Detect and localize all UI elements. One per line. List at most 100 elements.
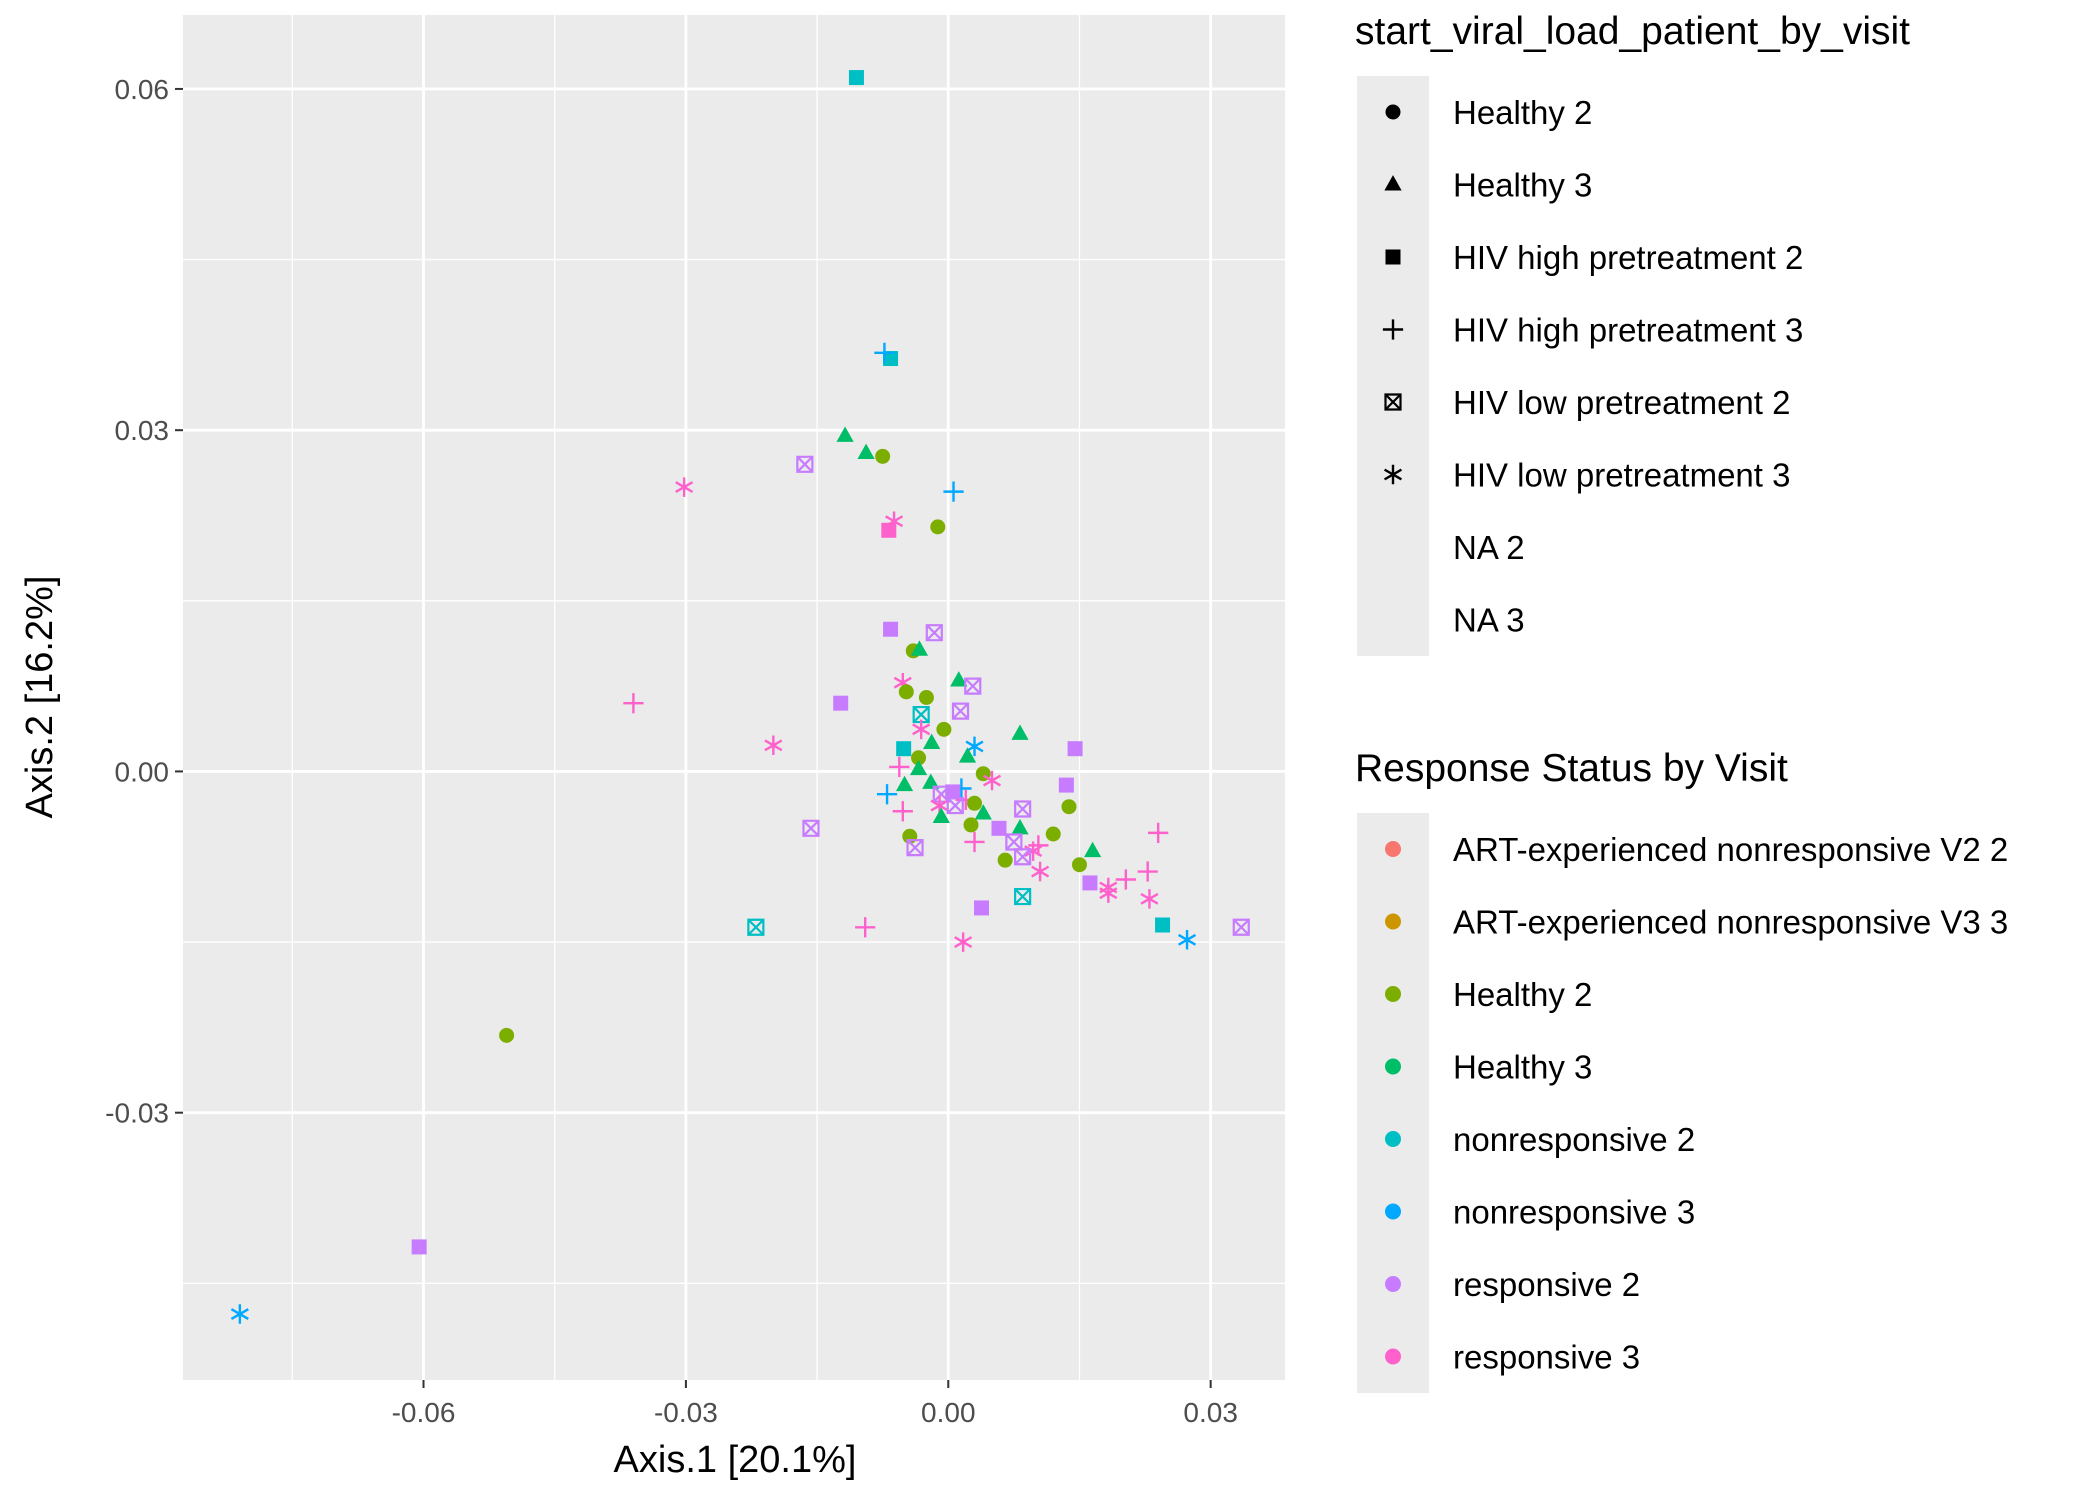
data-point xyxy=(1140,889,1159,909)
x-axis-ticks: -0.06 -0.03 0.00 0.03 xyxy=(392,1380,1238,1428)
y-tick-label: 0.06 xyxy=(115,74,170,105)
data-point xyxy=(1083,841,1102,858)
data-point xyxy=(883,621,899,637)
data-point xyxy=(857,443,875,459)
data-point xyxy=(1155,917,1171,933)
data-point xyxy=(875,448,891,464)
plot-panel xyxy=(183,15,1285,1380)
x-tick-label: -0.03 xyxy=(654,1397,718,1428)
shape-legend-label: Healthy 3 xyxy=(1453,167,1592,204)
data-point xyxy=(951,702,970,720)
data-point xyxy=(1058,777,1074,793)
data-point xyxy=(906,839,924,857)
data-point xyxy=(1011,724,1029,740)
shape-legend-label: Healthy 2 xyxy=(1453,94,1592,131)
data-point xyxy=(881,522,897,538)
legend-key-star-icon xyxy=(1383,464,1403,485)
data-point xyxy=(802,819,820,837)
shape-legend-keys-background xyxy=(1357,76,1429,656)
color-legend-keys-background xyxy=(1357,813,1429,1393)
data-point xyxy=(747,918,765,936)
data-point xyxy=(1024,841,1043,861)
color-legend-label: nonresponsive 3 xyxy=(1453,1194,1695,1231)
data-point xyxy=(965,736,984,757)
data-point xyxy=(997,852,1013,868)
data-point xyxy=(1148,822,1169,843)
color-legend-label: ART-experienced nonresponsive V2 2 xyxy=(1453,831,2008,868)
legend-color-key xyxy=(1385,1348,1401,1365)
data-point xyxy=(895,775,914,792)
data-point xyxy=(1232,918,1250,936)
color-legend-label: responsive 3 xyxy=(1453,1339,1640,1376)
data-point xyxy=(848,70,864,86)
legend-color-key xyxy=(1385,1276,1401,1292)
data-point xyxy=(1028,835,1049,856)
data-point xyxy=(991,820,1007,836)
data-point xyxy=(912,705,930,724)
legend-key-square-icon xyxy=(1385,249,1401,265)
data-points xyxy=(230,70,1250,1324)
data-point xyxy=(1071,857,1087,873)
data-point xyxy=(1137,861,1158,882)
legend-key-circle-icon xyxy=(1385,104,1401,120)
x-tick-label: 0.03 xyxy=(1183,1397,1238,1428)
data-point xyxy=(943,481,964,502)
data-point xyxy=(1061,799,1077,815)
y-tick-label: -0.03 xyxy=(105,1098,169,1129)
shape-legend-label: HIV low pretreatment 2 xyxy=(1453,384,1790,421)
shape-legend-label: NA 2 xyxy=(1453,529,1525,566)
data-point xyxy=(954,932,973,952)
data-point xyxy=(1011,818,1029,835)
data-point xyxy=(836,426,854,442)
data-point xyxy=(923,733,941,749)
minor-gridlines xyxy=(183,15,1285,1380)
data-point xyxy=(1082,875,1098,891)
data-point xyxy=(909,759,928,776)
data-point xyxy=(1014,887,1032,906)
data-point xyxy=(946,796,964,815)
color-legend-label: ART-experienced nonresponsive V3 3 xyxy=(1453,904,2008,941)
legend-color-key xyxy=(1385,913,1401,930)
data-point xyxy=(796,455,814,473)
data-point xyxy=(930,519,946,535)
data-point xyxy=(833,695,849,711)
data-point xyxy=(964,677,982,695)
data-point xyxy=(925,624,943,642)
data-point xyxy=(932,807,950,823)
data-point xyxy=(1014,800,1032,818)
legend-key-boxx-icon xyxy=(1384,393,1402,411)
data-point xyxy=(936,721,952,737)
data-point xyxy=(1014,848,1032,866)
color-legend-label: Healthy 3 xyxy=(1453,1049,1592,1086)
data-point xyxy=(922,773,940,789)
data-point xyxy=(883,351,899,367)
data-point xyxy=(898,684,914,700)
data-point xyxy=(1067,741,1083,757)
data-point xyxy=(876,784,898,805)
color-legend-label: Healthy 2 xyxy=(1453,976,1592,1013)
data-point xyxy=(874,342,895,363)
shape-legend-label: HIV high pretreatment 3 xyxy=(1453,312,1803,349)
legend-color-key xyxy=(1385,1203,1401,1220)
data-point xyxy=(892,801,913,822)
color-legend-title: Response Status by Visit xyxy=(1355,747,1788,790)
shape-legend: Healthy 2 Healthy 3 HIV high pretreatment … xyxy=(1382,94,1803,639)
data-point xyxy=(911,750,927,766)
data-point xyxy=(1045,826,1061,842)
legend-color-key xyxy=(1385,841,1401,857)
data-point xyxy=(855,917,876,938)
x-tick-label: 0.00 xyxy=(921,1397,976,1428)
data-point xyxy=(1178,930,1197,950)
data-point xyxy=(1099,883,1118,903)
y-axis-title: Axis.2 [16.2%] xyxy=(19,576,61,819)
data-point xyxy=(675,477,694,497)
shape-legend-label: NA 3 xyxy=(1453,602,1525,639)
data-point xyxy=(1031,861,1050,882)
data-point xyxy=(910,640,929,656)
shape-legend-label: HIV high pretreatment 2 xyxy=(1453,239,1803,276)
data-point xyxy=(889,756,910,778)
major-gridlines xyxy=(183,15,1285,1380)
color-legend-label: nonresponsive 2 xyxy=(1453,1121,1695,1158)
color-legend: ART-experienced nonresponsive V2 2 ART-ex… xyxy=(1385,831,2008,1376)
